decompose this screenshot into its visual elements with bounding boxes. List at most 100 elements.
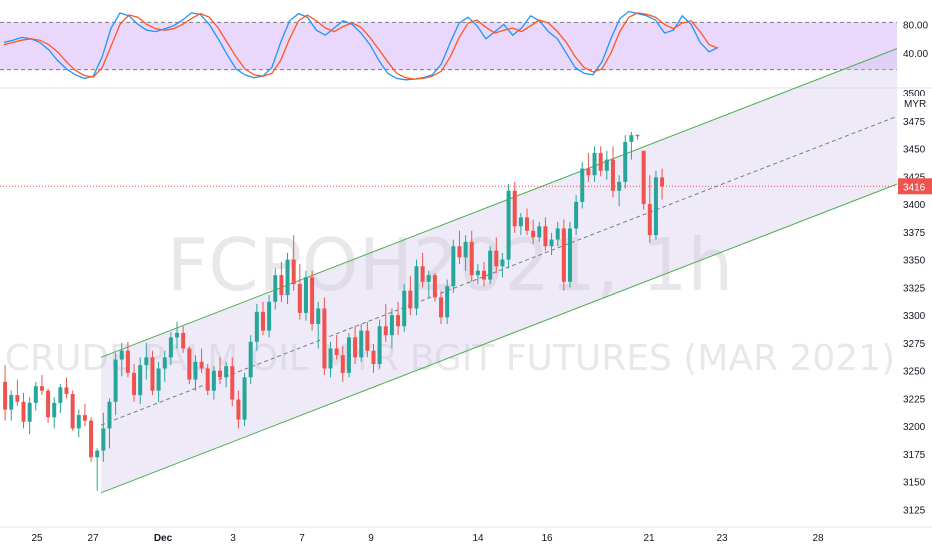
candle [21, 392, 26, 429]
time-tick-label: 7 [299, 533, 305, 544]
candle [199, 348, 204, 373]
candle-body [89, 420, 94, 458]
candle-body [267, 301, 272, 331]
candle [279, 261, 284, 302]
candle [359, 324, 364, 362]
candle [328, 341, 333, 378]
candle-body [52, 402, 57, 418]
candle [598, 146, 603, 177]
currency-label-bg [899, 96, 931, 110]
candle-body [457, 246, 462, 258]
candle-body [512, 190, 517, 227]
candle [383, 304, 388, 342]
candle [610, 146, 615, 198]
candle [211, 366, 216, 400]
candle [647, 175, 652, 243]
candle-body [475, 270, 480, 276]
candle [512, 181, 517, 233]
candle [451, 239, 456, 293]
candle [586, 152, 591, 182]
candle-body [168, 337, 173, 358]
candle [303, 270, 308, 321]
candle-body [598, 152, 603, 171]
candle [101, 412, 106, 462]
candles [3, 131, 665, 491]
candle [291, 235, 296, 291]
candle [432, 272, 437, 302]
candle-body [273, 275, 278, 302]
candle [64, 377, 69, 399]
candle-body [500, 259, 505, 267]
candle-body [334, 348, 339, 356]
candle-body [181, 332, 186, 349]
candle [273, 268, 278, 310]
candle [254, 304, 259, 351]
channel-upper-line[interactable] [100, 48, 898, 358]
time-tick-label: 3 [230, 533, 236, 544]
candle-body [310, 277, 315, 325]
candle [70, 390, 75, 431]
time-tick-label: 27 [87, 533, 99, 544]
candle [107, 398, 112, 449]
candle-body [205, 368, 210, 391]
candle [420, 252, 425, 288]
candle-body [463, 241, 468, 258]
candle-body [46, 390, 51, 418]
candle-body [567, 228, 572, 282]
candle [482, 261, 487, 287]
candle-body [402, 290, 407, 327]
candle [181, 326, 186, 353]
candle [629, 131, 634, 160]
candle [89, 417, 94, 462]
candle-body [414, 266, 419, 309]
stochastic-pane: 80.00 40.00 [0, 10, 928, 81]
candle [224, 361, 229, 388]
candle [15, 379, 20, 407]
channel-lower-line[interactable] [100, 183, 898, 494]
candle [187, 346, 192, 384]
candle [389, 308, 394, 349]
candle [525, 208, 529, 236]
time-tick-label: 9 [368, 533, 374, 544]
candle [549, 232, 554, 256]
candle-body [199, 361, 204, 369]
candle-body [291, 259, 296, 285]
candle-body [9, 395, 14, 410]
candle [322, 297, 327, 376]
candle-body [175, 332, 180, 338]
candle-body [365, 330, 370, 351]
candle [285, 252, 290, 305]
candle-body [396, 315, 401, 327]
candle-body [150, 357, 155, 391]
price-tick-label: 3125 [903, 506, 926, 517]
candle-body [518, 217, 523, 227]
candle [76, 409, 81, 438]
candle-body [254, 311, 259, 342]
candle [95, 448, 100, 491]
candle [635, 134, 640, 140]
candle-body [420, 266, 425, 282]
candle [653, 170, 658, 240]
time-tick-label: Dec [154, 533, 173, 544]
candle-body [574, 201, 579, 229]
candle-body [162, 357, 167, 369]
candle [617, 175, 622, 207]
candle [82, 403, 87, 427]
time-axis: 25 27 Dec 3 7 9 14 16 21 23 28 [0, 526, 932, 544]
stoch-tick-label: 80.00 [903, 20, 928, 31]
candle [242, 372, 247, 427]
stoch-k-line [3, 10, 719, 81]
candle-body [555, 228, 560, 240]
candle [494, 237, 499, 273]
candle-body [187, 348, 192, 380]
candle-body [33, 386, 38, 403]
candle-body [617, 181, 622, 191]
candle-body [70, 393, 75, 429]
candle [119, 342, 124, 377]
candle-body [260, 311, 265, 331]
candle-body [193, 361, 198, 380]
candle-body [285, 259, 290, 296]
candle-body [660, 177, 665, 187]
candle-body [641, 150, 646, 205]
last-price-tag [898, 178, 932, 195]
